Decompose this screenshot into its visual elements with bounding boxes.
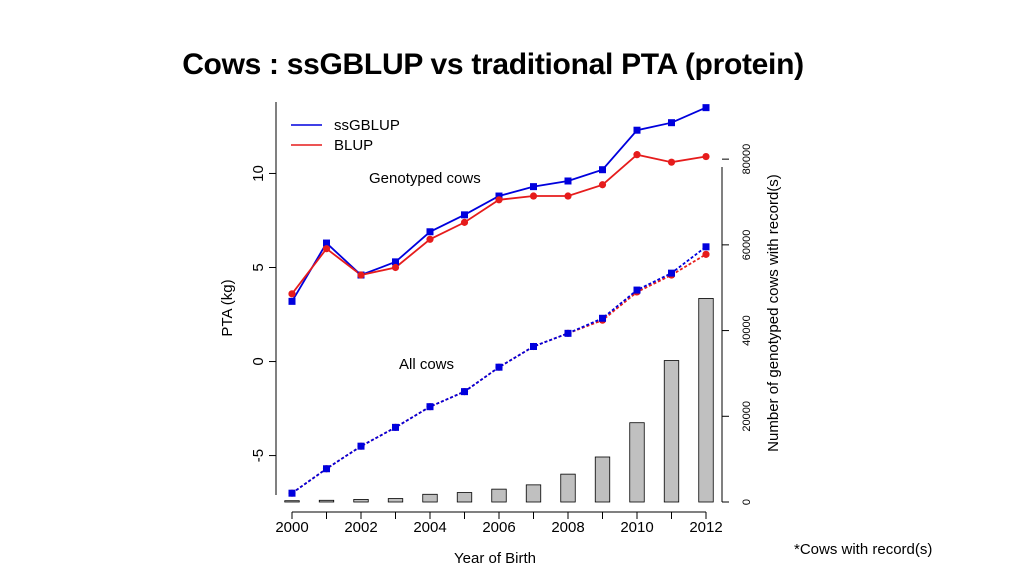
footnote: *Cows with record(s) [794, 541, 933, 558]
x-axis-label: Year of Birth [454, 550, 536, 567]
point-genotyped-cows-ssgblup-2008 [564, 177, 572, 185]
slide-title: Cows : ssGBLUP vs traditional PTA (prote… [182, 48, 804, 81]
series-line-genotyped-cows-blup [291, 153, 707, 295]
x-tick-label-2002: 2002 [344, 519, 377, 536]
y2-tick-label-60000: 60000 [741, 230, 753, 261]
point-genotyped-cows-blup-2005 [460, 218, 469, 226]
point-all-cows-ssgblup-2012 [702, 243, 710, 251]
bar-layer [284, 298, 714, 503]
x-tick-label-2004: 2004 [413, 519, 446, 536]
point-all-cows-ssgblup-2002 [357, 442, 365, 450]
legend-label-blup: BLUP [334, 137, 373, 154]
bar-2002 [353, 499, 369, 503]
legend-label-ssgblup: ssGBLUP [334, 117, 400, 134]
point-genotyped-cows-ssgblup-2010 [633, 126, 641, 134]
y-axis-label: PTA (kg) [219, 279, 236, 336]
bar-2012 [698, 298, 714, 503]
bar-2005 [456, 492, 473, 503]
point-genotyped-cows-blup-2011 [667, 158, 676, 166]
point-all-cows-ssgblup-2007 [530, 342, 537, 350]
annotation-genotyped-cows: Genotyped cows [369, 170, 481, 187]
y-tick-label-10: 10 [250, 165, 267, 182]
point-genotyped-cows-blup-2003 [391, 263, 400, 272]
y2-ticks: 0 20000 40000 60000 80000 [722, 144, 753, 505]
y-tick-label-0: 0 [250, 357, 267, 365]
point-all-cows-ssgblup-2009 [599, 314, 606, 322]
point-all-cows-ssgblup-2008 [564, 329, 572, 337]
point-genotyped-cows-blup-2010 [633, 151, 641, 159]
bar-2011 [663, 360, 680, 503]
point-genotyped-cows-blup-2006 [495, 196, 503, 204]
point-all-cows-ssgblup-2003 [392, 423, 399, 431]
point-all-cows-ssgblup-2010 [633, 286, 641, 294]
point-all-cows-ssgblup-2004 [426, 403, 434, 411]
y2-tick-label-40000: 40000 [741, 315, 753, 346]
y2-axis-label: Number of genotyped cows with record(s) [765, 174, 782, 452]
annotation-all-cows: All cows [399, 356, 454, 373]
point-all-cows-blup-2012 [702, 250, 710, 258]
point-all-cows-ssgblup-2001 [323, 465, 330, 473]
bar-2007 [525, 484, 542, 503]
y-ticks: -5 0 5 10 [250, 165, 276, 462]
point-genotyped-cows-ssgblup-2009 [599, 166, 606, 174]
point-genotyped-cows-blup-2007 [529, 192, 538, 200]
point-all-cows-ssgblup-2011 [668, 269, 675, 277]
x-tick-label-2006: 2006 [482, 519, 515, 536]
x-tick-label-2008: 2008 [551, 519, 584, 536]
legend: ssGBLUP BLUP [291, 117, 400, 154]
y2-tick-label-0: 0 [741, 499, 753, 505]
point-genotyped-cows-ssgblup-2003 [392, 258, 399, 266]
bar-2009 [594, 456, 611, 503]
bar-2000 [284, 500, 300, 503]
point-genotyped-cows-blup-2001 [322, 245, 331, 253]
y-tick-label-5: 5 [250, 263, 267, 271]
point-genotyped-cows-blup-2012 [702, 152, 710, 161]
point-genotyped-cows-blup-2002 [357, 271, 365, 279]
point-genotyped-cows-ssgblup-2012 [702, 104, 710, 112]
marker-layer [288, 104, 710, 497]
bar-2006 [491, 488, 507, 503]
bar-2004 [422, 493, 438, 503]
point-genotyped-cows-ssgblup-2007 [530, 183, 537, 191]
x-tick-label-2000: 2000 [275, 519, 308, 536]
y-tick-label--5: -5 [250, 449, 267, 462]
bar-2010 [629, 422, 645, 503]
point-all-cows-ssgblup-2005 [461, 388, 468, 396]
point-genotyped-cows-blup-2000 [288, 290, 296, 298]
point-genotyped-cows-ssgblup-2011 [668, 119, 675, 127]
x-tick-label-2010: 2010 [620, 519, 653, 536]
x-ticks: 2000 2002 2004 2006 2008 2010 2012 [275, 512, 723, 536]
point-genotyped-cows-blup-2009 [598, 181, 607, 189]
point-genotyped-cows-ssgblup-2001 [323, 239, 330, 247]
point-genotyped-cows-ssgblup-2006 [495, 192, 503, 200]
point-genotyped-cows-ssgblup-2005 [461, 211, 468, 219]
point-all-cows-ssgblup-2000 [288, 489, 296, 497]
point-genotyped-cows-ssgblup-2004 [426, 228, 434, 236]
point-genotyped-cows-blup-2008 [564, 192, 572, 200]
bar-2008 [560, 473, 576, 503]
point-genotyped-cows-blup-2004 [426, 235, 434, 243]
bar-2001 [318, 499, 335, 503]
point-genotyped-cows-ssgblup-2000 [288, 297, 296, 305]
bar-2003 [387, 498, 404, 503]
y2-tick-label-20000: 20000 [741, 401, 753, 432]
y2-tick-label-80000: 80000 [741, 144, 753, 175]
x-tick-label-2012: 2012 [689, 519, 722, 536]
point-all-cows-ssgblup-2006 [495, 363, 503, 371]
